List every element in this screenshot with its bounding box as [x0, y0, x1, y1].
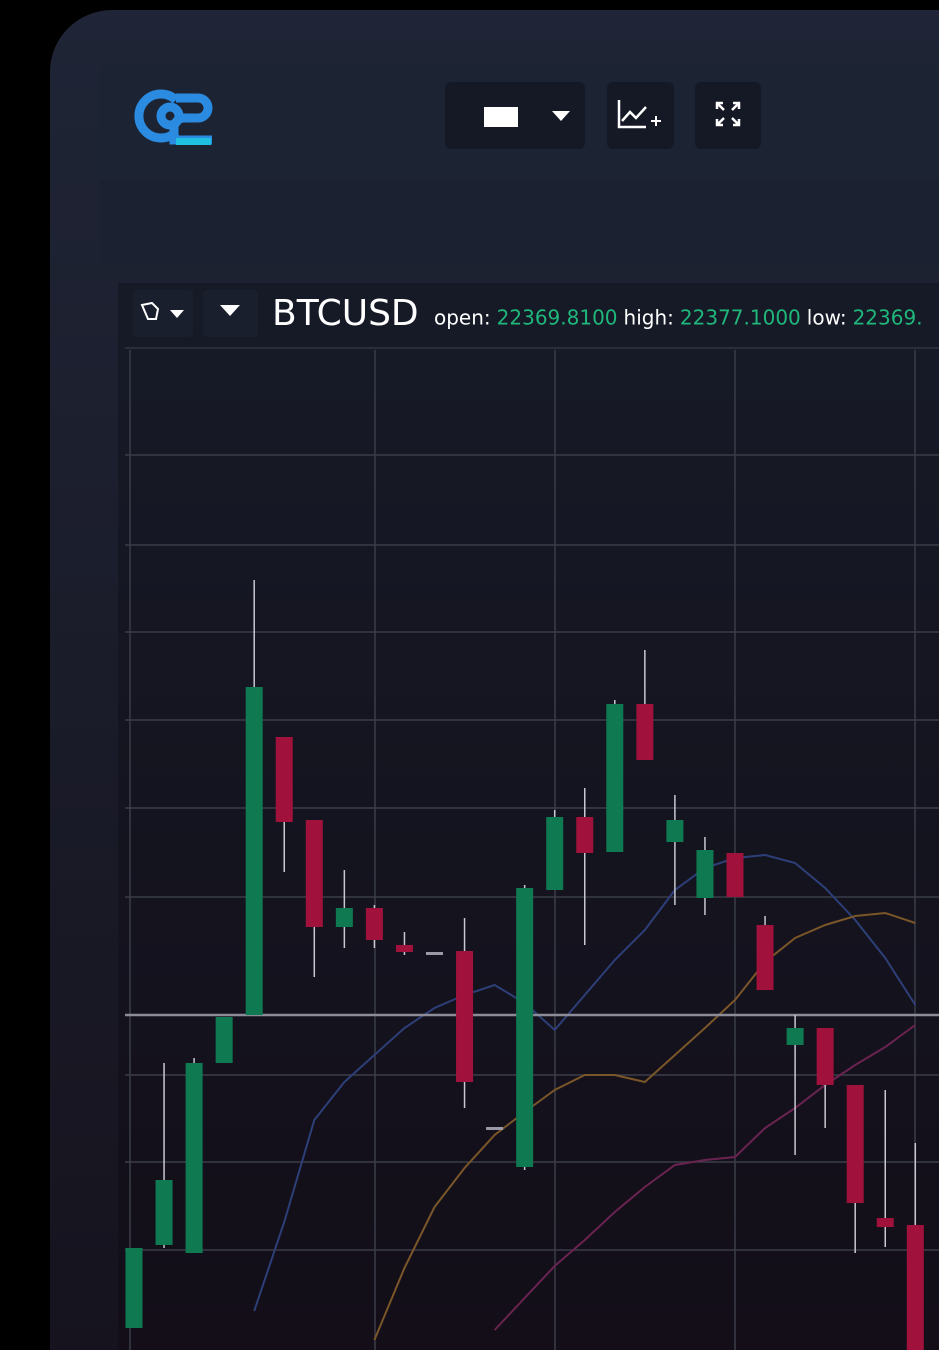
candle-body — [876, 1218, 894, 1227]
chart-type-button[interactable] — [445, 82, 585, 149]
candle-body — [816, 1028, 834, 1085]
symbol-name: BTCUSD — [272, 293, 419, 334]
moving-average-line — [253, 853, 917, 1312]
stat-label: high: — [624, 306, 674, 330]
candle-body — [185, 1063, 203, 1253]
symbol-dropdown-button[interactable] — [203, 290, 258, 337]
moving-average-line — [493, 1024, 916, 1331]
stat-value: 22369. — [853, 306, 923, 330]
secondary-toolbar — [100, 180, 939, 263]
candle-body — [576, 817, 594, 853]
stat-value: 22377.1000 — [680, 306, 801, 330]
add-indicator-button[interactable] — [607, 82, 674, 149]
candle-body — [666, 820, 684, 842]
candle-body — [786, 1028, 804, 1045]
candle-body — [125, 1248, 143, 1328]
moving-average-line — [373, 911, 916, 1341]
candle-body — [846, 1085, 864, 1203]
stat-label: low: — [807, 306, 847, 330]
candle-body — [245, 687, 263, 1015]
candle-body — [215, 1017, 233, 1063]
candle-body — [486, 1127, 504, 1130]
chart-panel — [118, 283, 939, 1350]
stat-value: 22369.8100 — [497, 306, 618, 330]
candle-body — [305, 820, 323, 927]
candle-body — [275, 737, 293, 822]
candle-body — [756, 925, 774, 990]
candle-body — [726, 853, 744, 897]
candle-body — [696, 850, 714, 898]
candle-body — [365, 908, 383, 940]
candle-body — [456, 951, 474, 1082]
ohlc-stats: open: 22369.8100 high: 22377.1000 low: 22369. — [434, 306, 923, 330]
candle-body — [546, 817, 564, 890]
candle-body — [395, 945, 413, 952]
stat-label: open: — [434, 306, 491, 330]
candle-body — [426, 952, 443, 955]
candle-body — [335, 908, 353, 927]
candle-body — [606, 704, 624, 852]
fullscreen-button[interactable] — [695, 82, 761, 149]
logo — [134, 89, 213, 145]
candle-body — [906, 1225, 924, 1350]
candle-body — [516, 888, 534, 1167]
candle-body — [636, 704, 654, 760]
drawing-tools-button[interactable] — [133, 290, 193, 337]
candle-body — [155, 1180, 173, 1245]
